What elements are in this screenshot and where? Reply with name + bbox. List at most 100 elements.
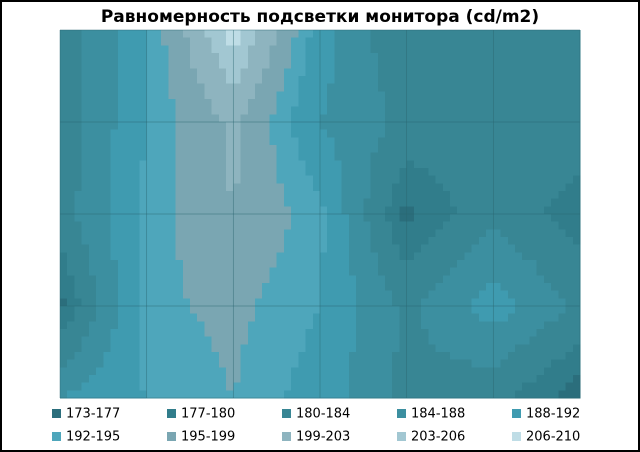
contour-cell (327, 375, 336, 384)
contour-cell (103, 206, 112, 215)
contour-cell (377, 175, 386, 184)
contour-cell (558, 275, 567, 284)
contour-cell (298, 30, 307, 39)
contour-cell (507, 229, 516, 238)
contour-cell (197, 252, 206, 261)
contour-cell (428, 37, 437, 46)
contour-cell (226, 53, 234, 62)
contour-cell (406, 206, 415, 215)
contour-cell (211, 290, 220, 299)
contour-cell (543, 321, 552, 330)
contour-cell (103, 359, 112, 368)
contour-cell (551, 329, 559, 338)
contour-cell (471, 306, 480, 315)
contour-cell (363, 99, 372, 108)
contour-cell (153, 175, 162, 184)
contour-cell (218, 352, 227, 361)
contour-cell (276, 137, 285, 146)
contour-cell (197, 298, 206, 307)
contour-cell (413, 160, 422, 169)
contour-cell (334, 359, 343, 368)
contour-cell (450, 298, 458, 307)
contour-cell (478, 53, 487, 62)
contour-cell (305, 275, 314, 284)
contour-cell (283, 76, 292, 85)
contour-cell (341, 37, 350, 46)
contour-cell (168, 106, 177, 115)
contour-cell (399, 306, 408, 315)
contour-cell (515, 367, 523, 376)
contour-cell (125, 390, 133, 399)
contour-cell (96, 83, 104, 92)
contour-cell (515, 168, 523, 177)
contour-cell (211, 106, 220, 115)
contour-cell (370, 68, 379, 77)
contour-cell (558, 283, 567, 292)
contour-cell (413, 68, 422, 77)
contour-cell (182, 60, 191, 69)
contour-cell (348, 106, 357, 115)
contour-cell (529, 191, 538, 200)
contour-cell (327, 359, 336, 368)
contour-cell (565, 321, 574, 330)
contour-cell (450, 260, 458, 269)
contour-cell (218, 152, 227, 161)
contour-cell (428, 137, 437, 146)
contour-cell (500, 91, 509, 100)
contour-cell (211, 298, 220, 307)
contour-cell (190, 152, 198, 161)
contour-cell (435, 252, 444, 261)
contour-cell (515, 76, 523, 85)
contour-cell (276, 60, 285, 69)
contour-cell (515, 298, 523, 307)
contour-cell (327, 252, 336, 261)
contour-cell (255, 160, 263, 169)
contour-cell (103, 122, 112, 131)
contour-cell (522, 290, 531, 299)
contour-cell (356, 68, 364, 77)
contour-cell (226, 359, 234, 368)
contour-cell (457, 260, 466, 269)
contour-cell (464, 160, 473, 169)
contour-cell (211, 191, 220, 200)
contour-cell (182, 359, 191, 368)
contour-cell (457, 275, 466, 284)
contour-cell (428, 336, 437, 345)
contour-cell (117, 99, 126, 108)
contour-cell (226, 275, 234, 284)
contour-cell (457, 83, 466, 92)
contour-cell (543, 106, 552, 115)
contour-cell (385, 45, 393, 54)
contour-cell (327, 267, 336, 276)
contour-cell (74, 352, 83, 361)
contour-cell (247, 114, 256, 123)
contour-cell (175, 106, 184, 115)
contour-cell (406, 83, 415, 92)
contour-cell (81, 244, 90, 253)
contour-cell (247, 152, 256, 161)
contour-cell (413, 244, 422, 253)
contour-cell (269, 244, 278, 253)
contour-cell (233, 168, 242, 177)
contour-cell (377, 30, 386, 39)
contour-cell (125, 152, 133, 161)
contour-cell (117, 129, 126, 138)
contour-cell (182, 53, 191, 62)
contour-cell (478, 367, 487, 376)
contour-cell (348, 152, 357, 161)
contour-cell (190, 275, 198, 284)
contour-cell (406, 145, 415, 154)
contour-cell (486, 198, 494, 207)
contour-cell (233, 306, 242, 315)
contour-cell (522, 367, 531, 376)
contour-cell (255, 137, 263, 146)
contour-cell (312, 45, 321, 54)
contour-cell (334, 275, 343, 284)
contour-cell (551, 344, 559, 353)
contour-cell (161, 206, 169, 215)
contour-cell (385, 221, 393, 230)
contour-cell (363, 60, 372, 69)
contour-cell (305, 168, 314, 177)
contour-cell (117, 221, 126, 230)
contour-cell (493, 53, 502, 62)
